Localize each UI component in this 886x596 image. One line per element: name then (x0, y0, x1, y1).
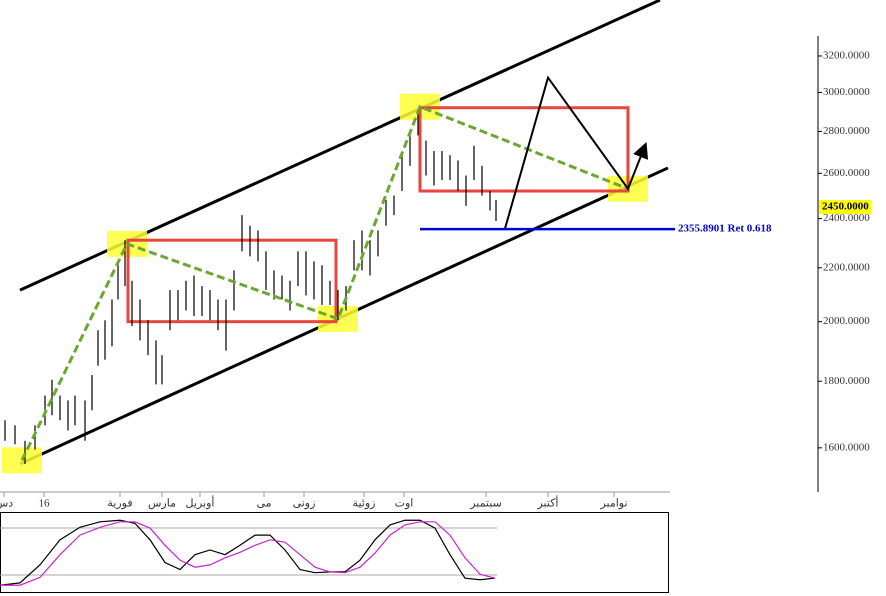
y-tick-label: 2000.0000 (823, 315, 870, 327)
x-tick-label: نوامبر (599, 498, 627, 510)
projection-line (504, 75, 649, 229)
x-tick-label: مى (256, 498, 271, 510)
x-tick-label: اوت (395, 498, 414, 510)
x-tick-label: فورية (107, 498, 132, 510)
oscillator-line (0, 519, 496, 586)
x-tick-label: زوئية (353, 498, 376, 510)
oscillator-line (0, 521, 496, 586)
y-tick-label: 2800.0000 (823, 125, 870, 137)
x-tick-label: زونى (293, 498, 316, 510)
y-tick-label: 3000.0000 (823, 86, 870, 98)
y-tick-label: 1600.0000 (823, 441, 870, 453)
range-box (126, 238, 338, 324)
range-box (418, 106, 630, 193)
y-tick-label: 2400.0000 (823, 212, 870, 224)
pivot-line (20, 104, 629, 461)
y-tick-label: 1800.0000 (823, 375, 870, 387)
x-tick-label: مارس (148, 498, 176, 510)
x-tick-label: أوبريل (186, 496, 215, 510)
x-tick-label: دس (0, 498, 13, 510)
x-tick-label: أكتبر (536, 496, 558, 510)
retracement-label: 2355.8901 Ret 0.618 (678, 223, 772, 235)
oscillator-panel (0, 512, 669, 593)
current-price-label: 2450.0000 (822, 200, 869, 212)
y-tick-label: 2200.0000 (823, 261, 870, 273)
y-tick-label: 2600.0000 (823, 167, 870, 179)
x-tick-label: 16 (39, 498, 51, 510)
x-tick-label: سبتمبر (469, 498, 502, 510)
current-price-box (819, 199, 871, 214)
y-tick-label: 3200.0000 (823, 49, 870, 61)
